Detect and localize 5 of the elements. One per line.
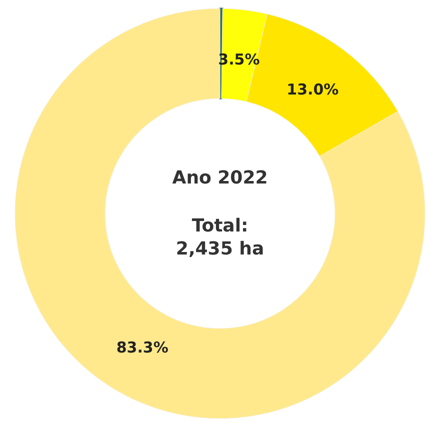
data-label: 13.0% <box>286 80 339 98</box>
text: Ano 2022 <box>172 168 268 188</box>
donut-slice <box>14 8 426 418</box>
data-label: 83.3% <box>116 338 168 357</box>
text: Total: 2,435 ha <box>176 216 264 260</box>
